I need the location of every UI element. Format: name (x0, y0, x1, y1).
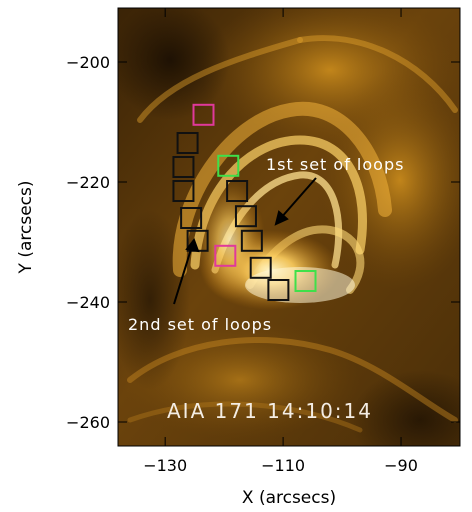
x-tick-label: −90 (384, 456, 418, 475)
loop-boxes (172, 103, 317, 301)
black-box (226, 180, 249, 202)
y-axis-label: Y (arcsecs) (16, 181, 36, 275)
black-box (249, 256, 272, 279)
x-axis-label: X (arcsecs) (242, 488, 336, 508)
x-tick-label: −130 (143, 456, 187, 475)
image-caption: AIA 171 14:10:14 (167, 399, 373, 423)
annotation-second-set: 2nd set of loops (128, 315, 272, 334)
magenta-box (214, 244, 237, 267)
aia-171-image (118, 8, 460, 446)
black-box (180, 207, 203, 229)
annotation-first-set: 1st set of loops (266, 155, 404, 174)
y-tick-label: −200 (66, 53, 110, 72)
arrow-first-set (274, 177, 317, 226)
plot-frame (117, 7, 461, 447)
green-box (217, 154, 240, 177)
y-tick-label: −260 (66, 413, 110, 432)
y-tick-label: −240 (66, 293, 110, 312)
black-box (267, 279, 290, 301)
black-box (172, 156, 195, 178)
x-tick-labels: −130 −110 −90 (143, 456, 418, 475)
axis-ticks (118, 8, 460, 446)
green-box (294, 270, 317, 292)
black-box (176, 132, 199, 154)
y-tick-label: −220 (66, 173, 110, 192)
black-box (240, 229, 263, 252)
x-tick-label: −110 (261, 456, 305, 475)
arrow-second-set (173, 237, 200, 305)
magenta-box (192, 103, 215, 126)
black-box (234, 205, 257, 228)
y-tick-labels: −200 −220 −240 −260 (66, 53, 110, 432)
black-box (172, 180, 195, 202)
